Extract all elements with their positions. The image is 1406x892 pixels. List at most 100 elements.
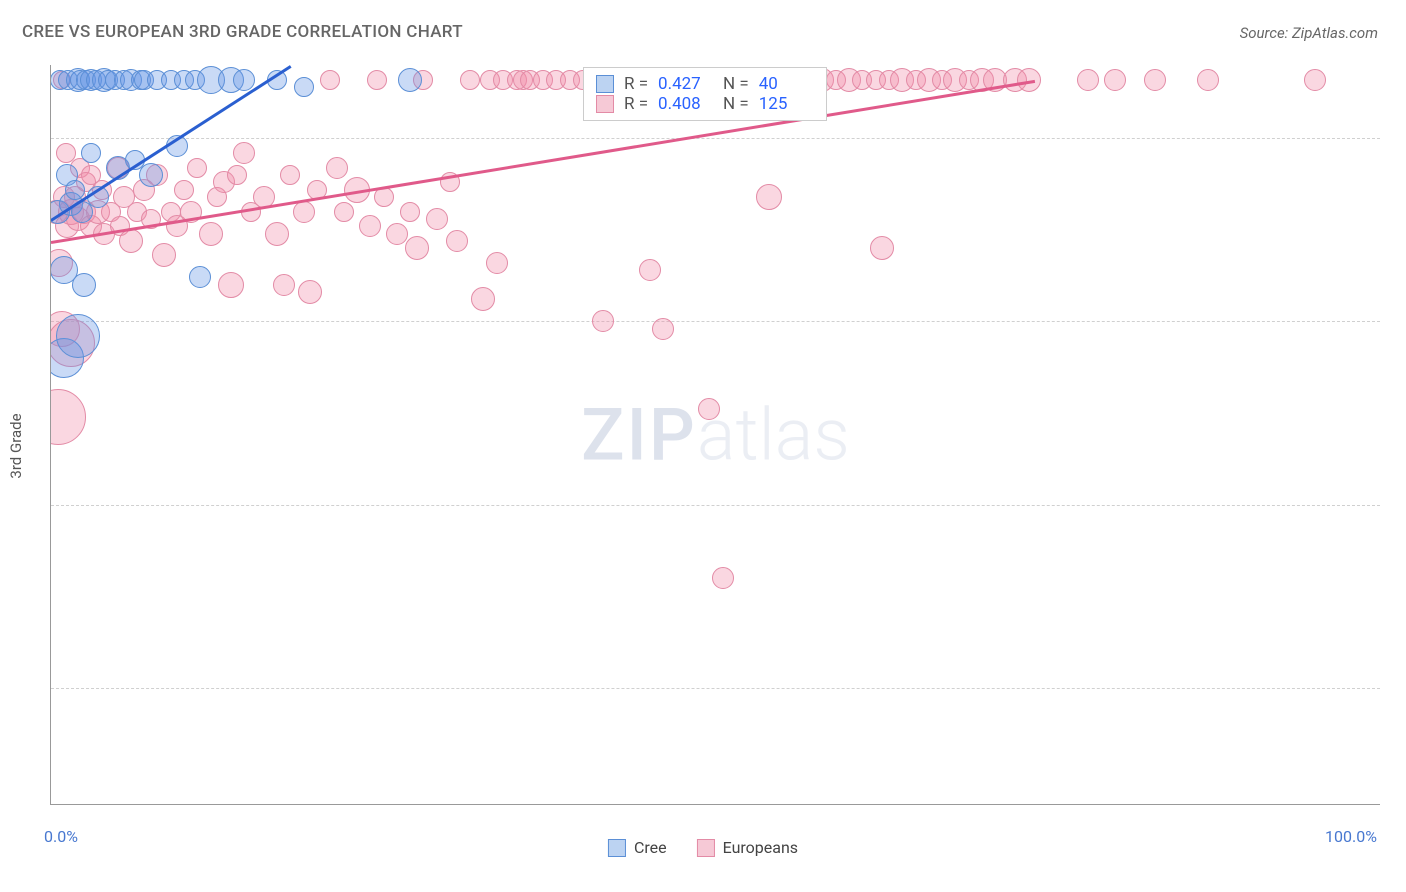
x-tick [849,804,850,805]
bubble-europeans [218,272,244,298]
bubble-cree [66,68,90,92]
bubble-europeans [639,259,661,281]
stats-row-cree: R = 0.427 N = 40 [596,74,814,94]
bubble-europeans [50,249,73,277]
x-tick [184,804,185,805]
x-tick [982,804,983,805]
x-tick [450,804,451,805]
bubble-europeans [76,172,96,192]
bubble-europeans [1104,69,1126,91]
bubble-europeans [471,287,495,311]
bubble-europeans [890,68,914,92]
stats-row-europeans: R =0.408N =125 [596,94,814,114]
bubble-europeans [879,70,899,90]
bubble-europeans [320,70,340,90]
legend-label-europeans: Europeans [723,838,798,857]
x-tick-label-max: 100.0% [1325,827,1377,846]
gridline [51,688,1380,689]
bubble-cree [86,70,106,90]
bubble-cree [50,338,84,378]
bubble-cree [218,67,244,93]
bubble-cree [65,180,85,200]
bubble-europeans [386,223,408,245]
bubble-europeans [426,208,448,230]
bubble-europeans [400,202,420,222]
bubble-europeans [207,187,227,207]
trendline-cree [50,65,291,221]
bubble-europeans [81,165,101,185]
bubble-cree [81,143,101,163]
stats-swatch-cree [596,75,614,93]
x-tick [1115,804,1116,805]
legend-item-europeans: Europeans [697,838,798,857]
chart-container: CREE VS EUROPEAN 3RD GRADE CORRELATION C… [0,0,1406,892]
bubble-cree [197,66,225,94]
bubble-europeans [413,70,433,90]
bubble-cree [72,273,96,297]
bubble-cree [76,70,96,90]
bubble-europeans [405,236,429,260]
bubble-europeans [546,70,566,90]
stats-r-label: R = [624,94,648,114]
bubble-europeans [146,164,168,186]
bubble-cree [185,70,205,90]
bubble-europeans [1144,69,1166,91]
bubble-europeans [1197,69,1219,91]
bubble-europeans [53,71,71,89]
bubble-europeans [127,202,147,222]
bubble-europeans [866,70,886,90]
bubble-europeans [870,236,894,260]
bubble-europeans [917,68,941,92]
bubble-europeans [367,70,387,90]
stats-r-value-cree: 0.427 [658,74,713,94]
bubble-europeans [480,70,500,90]
bubble-europeans [70,158,90,178]
bubble-cree [174,70,194,90]
bubble-europeans [213,171,235,193]
bubble-europeans [298,280,322,304]
bubble-europeans [1077,69,1099,91]
bubble-cree [105,70,125,90]
bubble-cree [114,70,134,90]
stats-r-label: R = [624,74,648,94]
x-tick [1248,804,1249,805]
gridline [51,321,1380,322]
bubble-europeans [852,70,872,90]
bubble-europeans [359,215,381,237]
x-tick-label-min: 0.0% [44,827,78,846]
stats-swatch-europeans [596,95,614,113]
bubble-europeans [513,70,533,90]
bubble-europeans [119,229,143,253]
bubble-europeans [520,70,540,90]
bubble-europeans [273,274,295,296]
gridline [51,505,1380,506]
bubble-europeans [1003,68,1027,92]
bubble-cree [70,70,90,90]
bubble-cree [120,69,142,91]
stats-n-value-cree: 40 [759,74,814,94]
bubble-europeans [446,230,468,252]
watermark-zip: ZIP [581,392,697,477]
bubble-europeans [233,142,255,164]
bubble-cree [398,68,422,92]
x-tick [716,804,717,805]
legend: CreeEuropeans [608,838,798,857]
chart-title: CREE VS EUROPEAN 3RD GRADE CORRELATION C… [22,22,463,42]
bubble-cree [294,77,314,97]
bubble-europeans [113,186,135,208]
x-tick [583,804,584,805]
bubble-europeans [698,398,720,420]
bubble-europeans [712,567,734,589]
bubble-europeans [959,70,979,90]
bubble-europeans [826,70,846,90]
bubble-europeans [932,70,952,90]
bubble-europeans [943,68,967,92]
plot-area: ZIPatlas 92.5%95.0%97.5%100.0%R =0.427N … [50,65,1380,805]
bubble-europeans [486,252,508,274]
bubble-europeans [560,70,580,90]
bubble-europeans [460,70,480,90]
stats-n-label: N = [723,74,749,94]
bubble-cree [139,163,163,187]
x-tick [317,804,318,805]
bubble-europeans [187,158,207,178]
